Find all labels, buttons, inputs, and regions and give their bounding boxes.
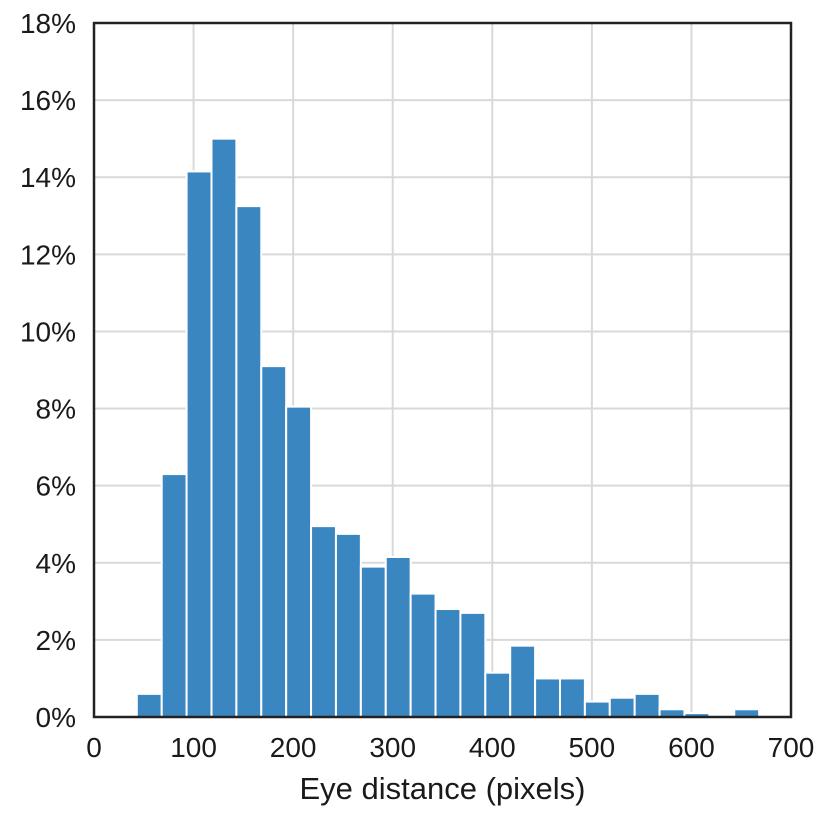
histogram-bar [409, 592, 437, 718]
y-tick-label: 16% [20, 85, 76, 116]
x-tick-label: 700 [768, 732, 815, 763]
histogram-bar [185, 170, 213, 718]
histogram-bar [558, 677, 586, 719]
x-tick-label: 100 [170, 732, 217, 763]
x-tick-label: 200 [270, 732, 317, 763]
histogram-bar [434, 608, 462, 718]
y-tick-label: 0% [36, 702, 76, 733]
histogram-bar [135, 692, 163, 718]
x-tick-label: 0 [86, 732, 102, 763]
histogram-bar [359, 565, 387, 719]
x-tick-label: 300 [369, 732, 416, 763]
y-axis-ticks: 0% 2% 4% 6% 8% 10% 12% 14% 16% 18% [20, 8, 76, 733]
y-tick-label: 6% [36, 471, 76, 502]
x-tick-label: 400 [469, 732, 516, 763]
y-tick-label: 8% [36, 394, 76, 425]
y-tick-label: 2% [36, 625, 76, 656]
histogram-bar [235, 205, 263, 718]
histogram-bar [459, 611, 487, 719]
x-axis-title: Eye distance (pixels) [299, 771, 585, 806]
y-tick-label: 18% [20, 8, 76, 39]
x-axis-ticks: 0 100 200 300 400 500 600 700 [86, 732, 814, 763]
histogram-bar [285, 405, 313, 718]
histogram-bar [334, 532, 362, 718]
y-tick-label: 14% [20, 162, 76, 193]
histogram-bar [310, 525, 337, 719]
histogram-bar [608, 696, 636, 719]
histogram-bar [583, 700, 611, 718]
histogram-bar [633, 692, 661, 718]
histogram-bar [260, 365, 288, 718]
x-tick-label: 600 [668, 732, 715, 763]
y-tick-label: 4% [36, 548, 76, 579]
histogram-bar [384, 555, 412, 718]
y-tick-label: 10% [20, 316, 76, 347]
histogram-bar [210, 137, 238, 718]
plot-frame [92, 21, 793, 719]
histogram-bar [534, 677, 561, 719]
x-tick-label: 500 [568, 732, 615, 763]
histogram-bar [160, 473, 188, 718]
histogram-bars [135, 137, 761, 719]
histogram-bar [509, 644, 537, 719]
histogram-bar [484, 671, 512, 719]
y-tick-label: 12% [20, 239, 76, 270]
